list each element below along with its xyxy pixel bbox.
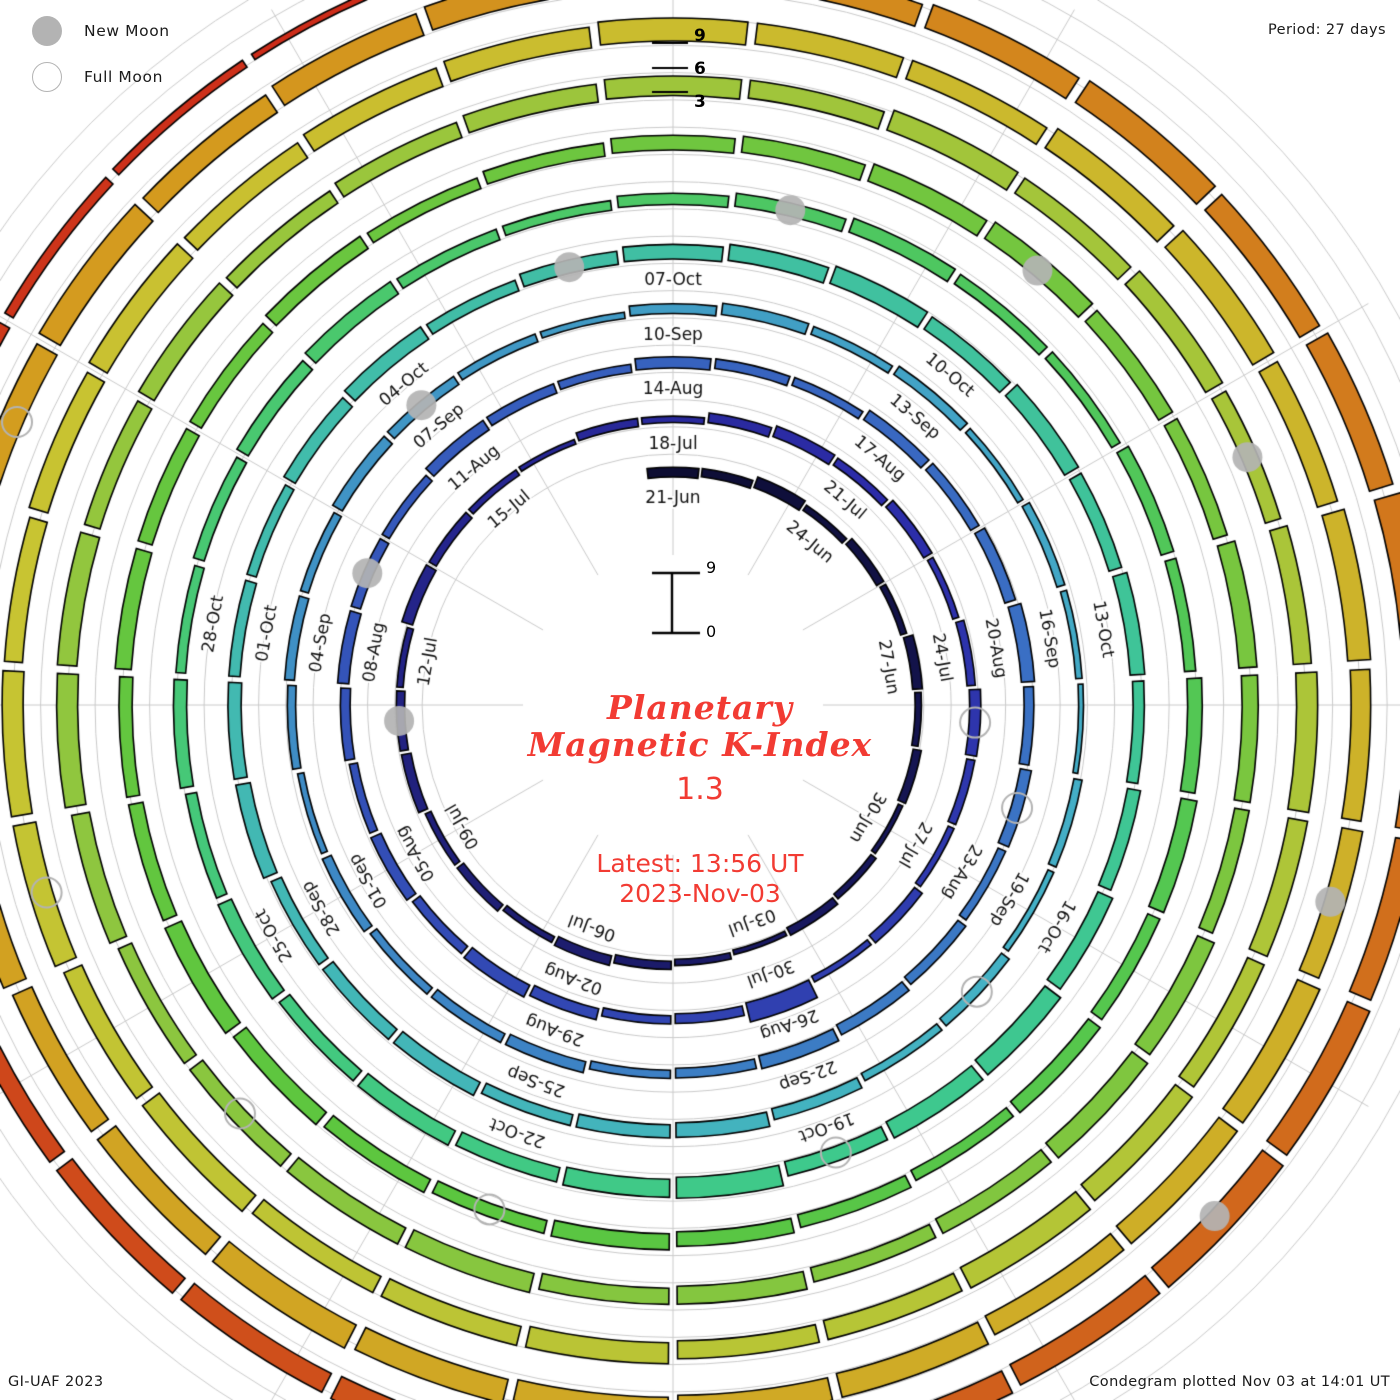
radial-scale-ticks: 9 6 3 [694,28,734,127]
latest-observation: Latest: 13:56 UT 2023-Nov-03 [430,849,970,909]
latest-date: 2023-Nov-03 [619,878,781,908]
period-label: Period: 27 days [1268,22,1386,38]
latest-time: Latest: 13:56 UT [596,848,804,878]
current-k-index-value: 1.3 [676,771,724,807]
new-moon-icon [32,16,62,46]
footer-plot-time: Condegram plotted Nov 03 at 14:01 UT [1089,1374,1390,1390]
full-moon-icon [32,62,62,92]
page-title: Planetary Magnetic K-Index [430,688,970,764]
center-scalebar-labels: 9 0 [706,558,752,642]
legend-label-full-moon: Full Moon [84,68,163,86]
center-readout: Planetary Magnetic K-Index 1.3 Latest: 1… [430,688,970,909]
legend-item-new-moon: New Moon [22,8,282,54]
scale-tick-3: 3 [694,92,706,112]
scale-tick-6: 6 [694,59,706,79]
title-line-2: Magnetic K-Index [527,724,873,764]
title-line-1: Planetary [607,688,793,727]
scale-tick-9: 9 [694,26,706,46]
legend-label-new-moon: New Moon [84,22,170,40]
scalebar-min-label: 0 [706,622,717,641]
moon-legend: New Moon Full Moon [22,8,282,100]
legend-item-full-moon: Full Moon [22,54,282,100]
footer-credit: GI-UAF 2023 [8,1374,104,1390]
scalebar-max-label: 9 [706,558,717,577]
